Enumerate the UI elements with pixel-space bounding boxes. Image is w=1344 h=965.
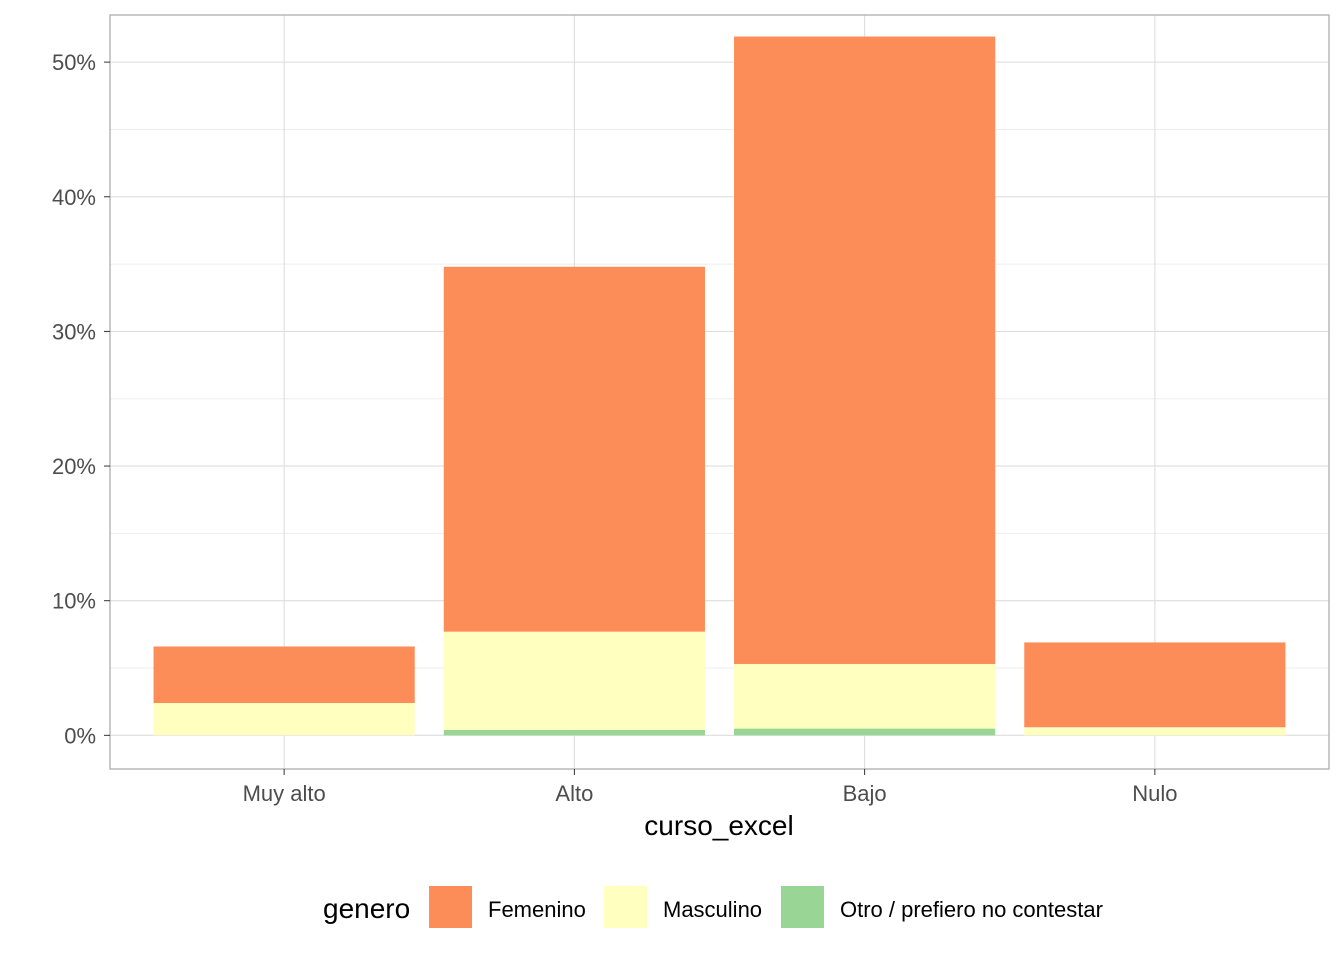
x-tick-label: Muy alto <box>243 781 326 806</box>
legend-title: genero <box>323 893 410 924</box>
y-tick-label: 20% <box>52 454 96 479</box>
legend-label: Masculino <box>663 897 762 922</box>
legend-key-masculino <box>604 886 647 928</box>
bar-segment-femenino <box>153 646 415 704</box>
y-tick-label: 50% <box>52 50 96 75</box>
bars-layer <box>153 36 1286 736</box>
legend: genero Femenino Masculino Otro / prefiero … <box>323 886 1103 928</box>
x-tick-label: Alto <box>555 781 593 806</box>
legend-label: Otro / prefiero no contestar <box>840 897 1103 922</box>
x-tick-label: Nulo <box>1132 781 1177 806</box>
y-tick-label: 0% <box>64 723 96 748</box>
y-axis-ticks: 0% 10% 20% 30% 40% 50% <box>52 50 110 748</box>
bar-segment-otro-prefiero-no-contestar <box>734 728 996 736</box>
bar-segment-femenino <box>734 36 996 664</box>
bar-segment-masculino <box>1024 727 1286 736</box>
legend-key-otro-prefiero-no-contestar <box>781 886 824 928</box>
bar-segment-femenino <box>443 266 705 632</box>
panel-border <box>109 14 1330 770</box>
x-axis-title: curso_excel <box>644 810 793 841</box>
legend-label: Femenino <box>488 897 586 922</box>
bar-segment-masculino <box>153 703 415 736</box>
y-tick-label: 40% <box>52 185 96 210</box>
y-tick-label: 30% <box>52 319 96 344</box>
x-tick-label: Bajo <box>843 781 887 806</box>
bar-segment-masculino <box>734 663 996 729</box>
bar-segment-femenino <box>1024 642 1286 728</box>
y-tick-label: 10% <box>52 589 96 614</box>
bar-segment-masculino <box>443 631 705 730</box>
bar-segment-otro-prefiero-no-contestar <box>443 729 705 736</box>
x-axis-ticks: Muy alto Alto Bajo Nulo <box>243 769 1177 806</box>
legend-key-femenino <box>429 886 472 928</box>
